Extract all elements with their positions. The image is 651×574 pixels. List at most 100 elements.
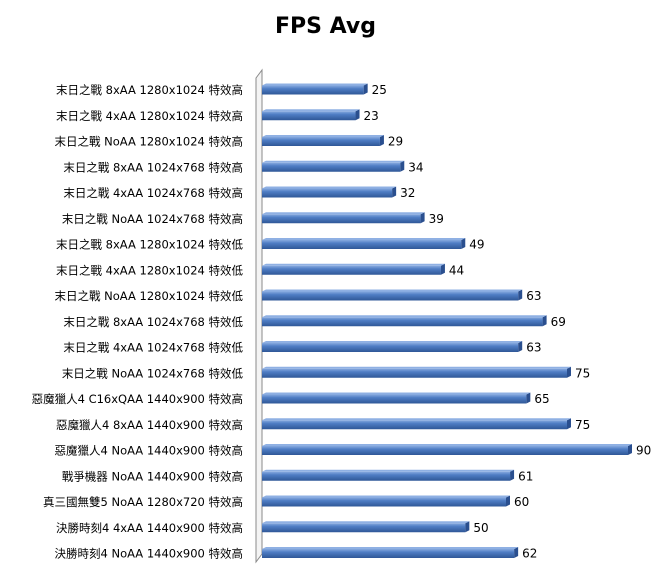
bar-end-cap	[355, 109, 360, 121]
category-label: 末日之戰 4xAA 1280x1024 特效高	[56, 109, 243, 123]
bar-top-face	[262, 315, 547, 318]
bar	[262, 523, 466, 533]
bar-end-cap	[363, 83, 368, 95]
bar-end-cap	[542, 315, 547, 327]
bar	[262, 394, 527, 404]
bar	[262, 162, 401, 172]
bar	[262, 317, 543, 327]
value-label: 32	[400, 186, 415, 200]
category-label: 末日之戰 4xAA 1024x768 特效高	[63, 186, 243, 200]
bar-end-cap	[400, 160, 405, 172]
bars	[262, 83, 632, 558]
bar	[262, 343, 519, 352]
category-label: 惡魔獵人4 NoAA 1440x900 特效高	[55, 444, 244, 458]
value-label: 63	[526, 289, 541, 303]
bar-top-face	[262, 418, 571, 421]
value-label: 75	[575, 366, 590, 380]
bar-top-face	[262, 366, 571, 369]
bar	[262, 85, 364, 95]
value-label: 34	[408, 160, 423, 174]
category-label: 末日之戰 8xAA 1024x768 特效低	[63, 315, 243, 329]
bar	[262, 240, 462, 249]
bar	[262, 111, 356, 121]
bar-top-face	[262, 469, 515, 472]
bar-top-face	[262, 238, 466, 240]
bar-end-cap	[461, 238, 466, 249]
bar	[262, 137, 380, 146]
bar-end-cap	[510, 469, 515, 481]
bar	[262, 446, 628, 455]
bar-top-face	[262, 444, 632, 446]
bar	[262, 549, 515, 558]
bar-end-cap	[465, 521, 470, 533]
bar-top-face	[262, 160, 405, 163]
bar-end-cap	[628, 444, 632, 455]
bar-end-cap	[506, 495, 510, 507]
bar	[262, 497, 506, 507]
bar-top-face	[262, 186, 397, 189]
y-axis-wall	[255, 68, 263, 564]
category-label: 決勝時刻4 NoAA 1440x900 特效高	[55, 547, 244, 561]
category-label: 末日之戰 NoAA 1024x768 特效高	[62, 212, 243, 226]
bar-top-face	[262, 547, 519, 549]
bar-end-cap	[379, 135, 384, 146]
category-label: 末日之戰 8xAA 1280x1024 特效低	[56, 238, 243, 252]
value-label: 25	[372, 83, 387, 97]
value-label: 29	[388, 135, 403, 149]
value-label: 61	[518, 469, 533, 483]
bar-end-cap	[518, 289, 523, 301]
category-label: 末日之戰 NoAA 1024x768 特效低	[62, 366, 244, 380]
value-label: 75	[575, 418, 590, 432]
bar-top-face	[262, 212, 425, 215]
category-label: 決勝時刻4 4xAA 1440x900 特效高	[56, 521, 243, 535]
bar	[262, 188, 393, 198]
bar-end-cap	[567, 418, 571, 430]
category-label: 惡魔獵人4 8xAA 1440x900 特效高	[56, 418, 243, 432]
category-label: 真三國無雙5 NoAA 1280x720 特效高	[43, 495, 243, 509]
value-label: 44	[449, 263, 464, 277]
value-label: 49	[469, 238, 484, 252]
category-label: 惡魔獵人4 C16xQAA 1440x900 特效高	[32, 392, 243, 406]
category-label: 末日之戰 4xAA 1280x1024 特效低	[56, 263, 243, 277]
bar-end-cap	[526, 392, 531, 404]
bar	[262, 471, 511, 481]
bar-top-face	[262, 341, 523, 343]
category-label: 末日之戰 8xAA 1024x768 特效高	[63, 160, 243, 174]
value-label: 69	[551, 315, 566, 329]
chart-title: FPS Avg	[275, 14, 376, 39]
value-label: 39	[429, 212, 444, 226]
bar	[262, 368, 567, 378]
bar-top-face	[262, 289, 523, 292]
category-label: 末日之戰 NoAA 1280x1024 特效低	[55, 289, 244, 303]
bar-top-face	[262, 263, 445, 266]
value-label: 90	[636, 444, 651, 458]
bar-end-cap	[518, 341, 523, 352]
bar-top-face	[262, 109, 360, 112]
bar	[262, 291, 519, 301]
bar	[262, 265, 441, 275]
bar-top-face	[262, 521, 470, 524]
value-label: 23	[364, 109, 379, 123]
category-label: 末日之戰 NoAA 1280x1024 特效高	[55, 135, 244, 149]
value-label: 60	[514, 495, 529, 509]
bar-end-cap	[392, 186, 397, 198]
bar-top-face	[262, 495, 510, 498]
bar-end-cap	[514, 547, 519, 558]
bar	[262, 420, 567, 430]
bar-top-face	[262, 392, 531, 395]
bar	[262, 214, 421, 224]
category-label: 末日之戰 4xAA 1024x768 特效低	[63, 341, 243, 355]
category-label: 末日之戰 8xAA 1280x1024 特效高	[56, 83, 243, 97]
bar-end-cap	[440, 263, 445, 275]
axis-wall	[255, 68, 263, 564]
category-label: 戰爭機器 NoAA 1440x900 特效高	[62, 469, 243, 483]
bar-top-face	[262, 135, 384, 137]
bar-top-face	[262, 83, 368, 86]
bar-end-cap	[567, 366, 571, 378]
bar-end-cap	[420, 212, 425, 224]
value-labels: 25 23 29 34 32 39 49 44 63 69 63 75 65 75 90 61 60 50 62	[364, 83, 651, 561]
value-label: 50	[473, 521, 488, 535]
value-label: 63	[526, 341, 541, 355]
